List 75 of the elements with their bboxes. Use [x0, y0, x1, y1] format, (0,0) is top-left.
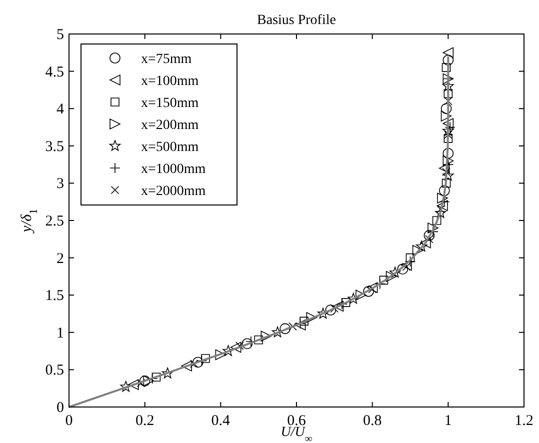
x-tick-label: 0.4 [211, 413, 231, 429]
point [424, 230, 435, 241]
point [325, 304, 336, 316]
legend-label: x=500mm [141, 140, 199, 155]
legend-label: x=150mm [141, 96, 199, 111]
point [442, 54, 454, 66]
point [201, 354, 210, 363]
point [120, 380, 132, 392]
point [444, 89, 453, 98]
point [215, 349, 226, 360]
point [260, 330, 272, 342]
point [444, 134, 453, 143]
y-tick-label: 4.5 [45, 64, 64, 80]
point [306, 312, 318, 323]
point [412, 244, 424, 256]
point [332, 300, 344, 312]
point [440, 103, 452, 114]
point [348, 292, 360, 304]
legend-label: x=75mm [141, 52, 192, 67]
legend-label: x=1000mm [141, 162, 206, 177]
point [437, 200, 448, 211]
point [437, 192, 448, 204]
point [420, 237, 431, 248]
chart-title: Basius Profile [257, 13, 336, 28]
y-tick-label: 2.5 [45, 214, 64, 230]
point [442, 63, 451, 72]
point [181, 360, 192, 372]
legend-label: x=2000mm [141, 184, 206, 199]
point [442, 47, 454, 58]
x-tick-label: 1.2 [514, 413, 534, 429]
point [128, 379, 139, 390]
point [162, 368, 174, 378]
y-tick-label: 3.5 [45, 138, 64, 155]
point [363, 286, 374, 297]
point [242, 338, 253, 349]
point [317, 308, 329, 319]
point [222, 345, 234, 356]
point [192, 356, 204, 368]
point [397, 264, 408, 274]
x-axis-title: U/U$_{∞}$ [280, 425, 313, 443]
x-tick-label: 1 [444, 413, 452, 429]
point [442, 178, 451, 188]
point [442, 155, 454, 166]
point [300, 316, 308, 326]
point [152, 372, 161, 382]
point [254, 335, 263, 344]
point [438, 185, 450, 196]
point [389, 266, 401, 278]
point [230, 342, 242, 353]
point [356, 290, 366, 300]
point [143, 375, 154, 386]
point [272, 326, 284, 338]
point [432, 216, 442, 225]
y-tick-label: 1 [56, 325, 64, 342]
y-tick-label: 0.5 [45, 362, 64, 379]
point [438, 162, 450, 174]
x-tick-label: 0.8 [362, 413, 382, 429]
point [428, 222, 438, 234]
point [416, 240, 428, 252]
y-tick-label: 2 [56, 250, 64, 267]
y-tick-label: 4 [56, 102, 64, 118]
y-tick-label: 0 [56, 400, 64, 416]
point [386, 271, 397, 282]
y-tick-label: 5 [56, 27, 64, 43]
legend-label: x=200mm [141, 118, 199, 133]
point [442, 118, 454, 129]
point [341, 298, 350, 307]
point [440, 110, 452, 122]
y-tick-label: 3 [56, 176, 64, 192]
y-tick-label: 1.5 [45, 288, 64, 304]
legend-label: x=100mm [141, 74, 199, 89]
point [139, 376, 150, 386]
point [442, 148, 454, 159]
x-tick-label: 0.2 [135, 413, 154, 429]
point [280, 323, 291, 334]
